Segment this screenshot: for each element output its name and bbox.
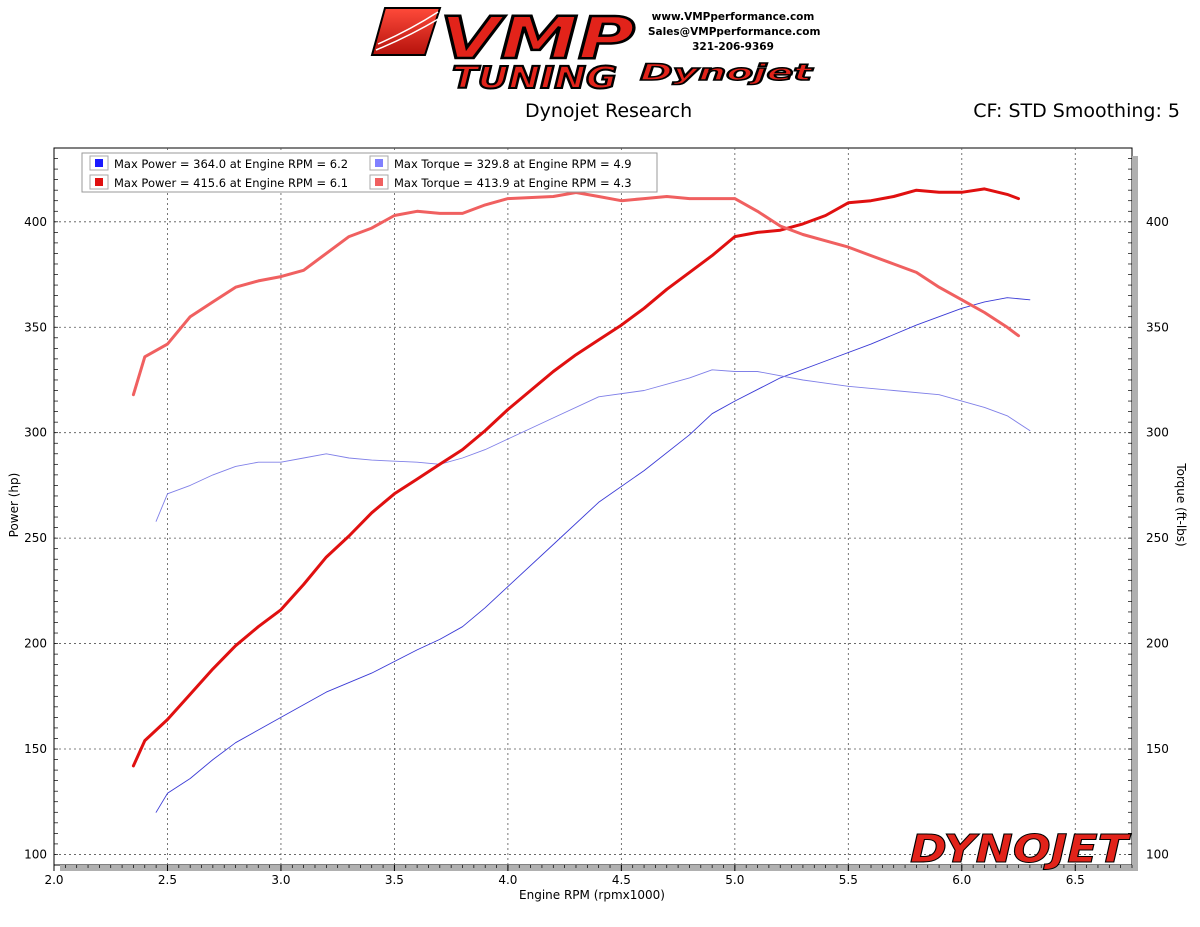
series-line-0 [155, 297, 1031, 813]
left-axis-title: Power (hp) [7, 473, 21, 538]
x-axis-title: Engine RPM (rpmx1000) [519, 888, 665, 902]
x-tick-label: 4.0 [498, 873, 517, 887]
x-tick-label: 2.0 [44, 873, 63, 887]
dynojet-logo-text: DYNOJET [910, 827, 1132, 871]
x-tick-label: 5.5 [839, 873, 858, 887]
left-tick-label: 200 [24, 637, 47, 651]
right-tick-label: 250 [1146, 531, 1169, 545]
legend-label: Max Torque = 413.9 at Engine RPM = 4.3 [394, 176, 632, 190]
vmp-logo-text: VMP [440, 4, 635, 72]
right-tick-label: 200 [1146, 637, 1169, 651]
left-tick-label: 350 [24, 320, 47, 334]
phone-text: 321-206-9369 [692, 41, 774, 53]
series-line-1 [155, 369, 1031, 522]
right-tick-label: 350 [1146, 320, 1169, 334]
left-tick-label: 400 [24, 215, 47, 229]
x-tick-label: 3.0 [271, 873, 290, 887]
left-tick-label: 100 [24, 847, 47, 861]
tuning-logo-text: TUNING [452, 61, 617, 96]
x-axis-ticks: 2.0 2.5 3.0 3.5 4.0 4.5 5.0 5.5 6.0 6.5 [44, 873, 1084, 887]
dynojet-corner-logo: DYNOJET [910, 827, 1133, 872]
legend: Max Power = 364.0 at Engine RPM = 6.2 Ma… [81, 152, 658, 193]
contact-info: www.VMPperformance.com Sales@VMPperforma… [648, 10, 821, 55]
right-tick-label: 300 [1146, 426, 1169, 440]
dynojet-partner-logo: Dynojet [640, 61, 815, 86]
right-axis-ticks: 100 150 200 250 300 350 400 [1146, 215, 1169, 862]
legend-entry-run2-power: Max Power = 415.6 at Engine RPM = 6.1 [89, 174, 348, 190]
legend-entry-run1-torque: Max Torque = 329.8 at Engine RPM = 4.9 [369, 155, 632, 171]
x-tick-label: 4.5 [612, 873, 631, 887]
legend-entry-run1-power: Max Power = 364.0 at Engine RPM = 6.2 [89, 155, 348, 171]
right-axis-title: Torque (ft-lbs) [1174, 462, 1188, 546]
right-tick-label: 150 [1146, 742, 1169, 756]
header-correction-info: CF: STD Smoothing: 5 [973, 100, 1180, 122]
legend-label: Max Power = 364.0 at Engine RPM = 6.2 [114, 157, 348, 171]
left-tick-label: 250 [24, 531, 47, 545]
x-tick-label: 2.5 [158, 873, 177, 887]
legend-label: Max Torque = 329.8 at Engine RPM = 4.9 [394, 157, 632, 171]
right-tick-label: 400 [1146, 215, 1169, 229]
left-tick-label: 300 [24, 426, 47, 440]
minor-ticks [53, 147, 1133, 871]
series-line-2 [131, 187, 1020, 768]
x-tick-label: 5.0 [725, 873, 744, 887]
x-tick-label: 6.5 [1066, 873, 1085, 887]
series-line-3 [131, 191, 1020, 397]
vmp-tuning-logo: VMP TUNING Dynojet [370, 3, 815, 97]
right-tick-label: 100 [1146, 847, 1169, 861]
x-tick-label: 6.0 [952, 873, 971, 887]
header-title: Dynojet Research [525, 100, 693, 122]
website-text: www.VMPperformance.com [651, 11, 815, 23]
plot-frame [53, 147, 1138, 871]
legend-label: Max Power = 415.6 at Engine RPM = 6.1 [114, 176, 348, 190]
legend-entry-run2-torque: Max Torque = 413.9 at Engine RPM = 4.3 [369, 174, 632, 190]
series-layer [131, 187, 1031, 813]
left-axis-ticks: 100 150 200 250 300 350 400 [24, 215, 47, 862]
email-text: Sales@VMPperformance.com [648, 26, 821, 38]
left-tick-label: 150 [24, 742, 47, 756]
x-tick-label: 3.5 [385, 873, 404, 887]
